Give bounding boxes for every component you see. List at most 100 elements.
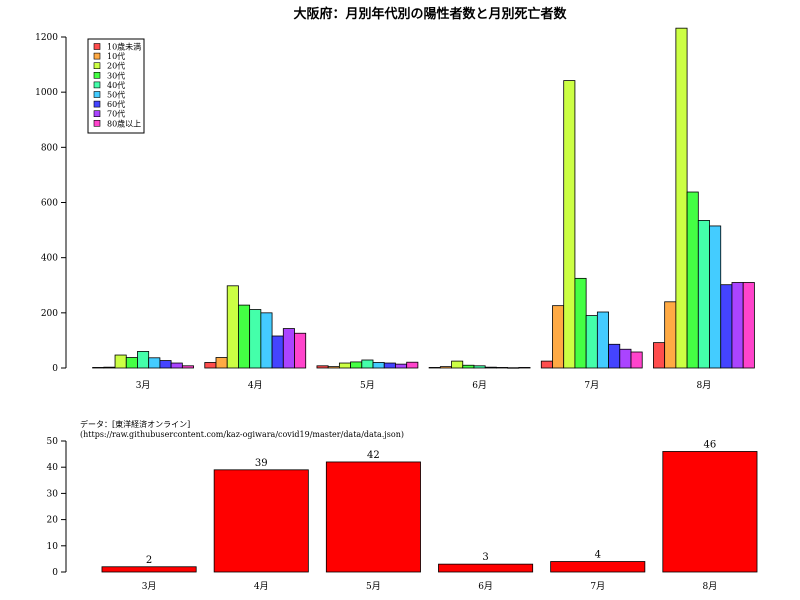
bar xyxy=(518,367,531,369)
bar xyxy=(439,366,452,369)
bar xyxy=(213,469,309,573)
bar xyxy=(226,285,239,369)
bar xyxy=(325,461,421,573)
legend-swatch xyxy=(93,72,101,79)
bar xyxy=(697,220,710,369)
bar xyxy=(462,364,475,369)
legend-label: 30代 xyxy=(107,70,125,80)
bar xyxy=(709,225,722,369)
bar xyxy=(619,348,632,369)
bar xyxy=(338,362,351,369)
bar xyxy=(507,367,520,369)
data-label: 42 xyxy=(367,450,380,461)
legend-label: 10代 xyxy=(107,51,125,61)
legend-label: 20代 xyxy=(107,61,125,71)
top-x-tick-label: 8月 xyxy=(697,380,712,391)
bar xyxy=(552,305,565,369)
top-y-tick-label: 0 xyxy=(52,364,58,374)
bar xyxy=(282,328,295,369)
bottom-y-tick-label: 50 xyxy=(47,437,59,447)
bottom-y-tick-label: 0 xyxy=(52,568,58,578)
bottom-bars: 2 39 42 3 4 46 xyxy=(101,439,758,573)
legend-swatch xyxy=(93,81,101,89)
bar xyxy=(215,357,228,369)
legend-swatch xyxy=(93,91,101,98)
legend-label: 60代 xyxy=(107,99,125,109)
legend-label: 70代 xyxy=(107,109,125,119)
bottom-x-tick-label: 5月 xyxy=(366,581,381,592)
data-label: 39 xyxy=(255,458,268,469)
bar xyxy=(720,284,733,369)
bar xyxy=(125,357,138,369)
bar xyxy=(596,311,609,369)
top-x-tick-label: 7月 xyxy=(584,380,599,391)
bar xyxy=(496,367,509,369)
bar xyxy=(395,363,408,369)
bottom-y-axis: 0 10 20 30 40 50 xyxy=(47,437,67,578)
bar xyxy=(103,366,116,369)
bar xyxy=(170,362,183,369)
bottom-x-tick-label: 8月 xyxy=(703,581,718,592)
data-source-line2: (https://raw.githubusercontent.com/kaz-o… xyxy=(80,430,404,439)
bar xyxy=(327,366,340,369)
top-y-axis: 0 200 400 600 800 1000 1200 xyxy=(35,33,67,374)
legend-label: 10歳未満 xyxy=(107,42,141,52)
bar xyxy=(316,365,329,369)
top-x-tick-label: 6月 xyxy=(472,380,487,391)
bar xyxy=(653,342,666,369)
bottom-y-tick-label: 20 xyxy=(47,516,59,526)
bottom-y-tick-label: 10 xyxy=(47,542,59,552)
legend-swatch xyxy=(93,52,101,60)
bar xyxy=(662,451,758,573)
bar xyxy=(630,351,643,369)
bar xyxy=(428,367,441,369)
bottom-x-tick-label: 3月 xyxy=(142,581,157,592)
bottom-y-tick-label: 40 xyxy=(47,463,59,473)
bar xyxy=(249,309,262,369)
chart-title: 大阪府：月別年代別の陽性者数と月別死亡者数 xyxy=(293,6,567,22)
bar xyxy=(664,301,677,369)
bar xyxy=(350,361,363,369)
bottom-y-tick-label: 30 xyxy=(47,489,59,499)
bar xyxy=(484,366,497,369)
top-x-tick-label: 3月 xyxy=(136,380,151,391)
bar xyxy=(675,27,688,369)
bar xyxy=(372,362,385,369)
bar xyxy=(383,362,396,369)
top-bars xyxy=(92,27,755,369)
bar xyxy=(438,563,534,573)
legend-swatch xyxy=(93,120,101,127)
top-y-tick-label: 400 xyxy=(41,254,58,264)
legend-label: 40代 xyxy=(107,80,125,90)
bar xyxy=(204,362,217,369)
bar xyxy=(181,365,194,369)
legend-swatch xyxy=(93,43,101,50)
top-y-tick-label: 800 xyxy=(41,143,58,153)
bar xyxy=(540,360,553,369)
bar xyxy=(148,357,161,369)
legend-swatch xyxy=(93,100,101,108)
top-y-tick-label: 600 xyxy=(41,199,58,209)
legend-label: 50代 xyxy=(107,90,125,100)
bar xyxy=(137,351,150,369)
top-y-tick-label: 200 xyxy=(41,309,58,319)
legend-swatch xyxy=(93,62,101,70)
bar xyxy=(574,277,587,369)
bar xyxy=(731,282,744,369)
bar xyxy=(563,80,576,369)
data-label: 2 xyxy=(146,555,152,566)
legend-label: 80歳以上 xyxy=(107,118,141,128)
bar xyxy=(260,312,273,369)
bottom-x-tick-label: 7月 xyxy=(590,581,605,592)
bar xyxy=(271,335,284,369)
bar xyxy=(101,566,197,573)
bar xyxy=(742,282,755,369)
bar xyxy=(238,304,251,369)
bar xyxy=(608,343,621,369)
bar xyxy=(686,191,699,369)
bar xyxy=(550,561,646,573)
top-y-tick-label: 1200 xyxy=(35,33,58,43)
top-y-tick-label: 1000 xyxy=(35,88,58,98)
